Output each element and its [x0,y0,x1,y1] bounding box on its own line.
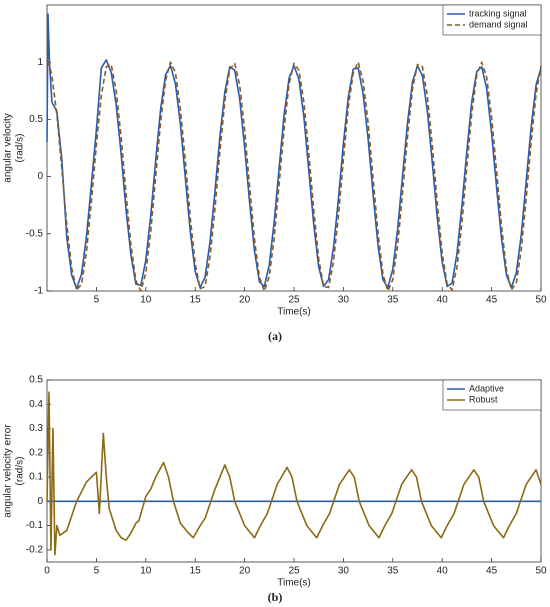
legend-label: Robust [469,394,498,404]
x-tick-label: 15 [190,566,202,577]
plot-area [46,379,542,563]
x-tick-label: 30 [338,566,350,577]
x-tick-label: 45 [486,295,498,306]
x-tick-label: 0 [44,566,50,577]
y-tick-label: 1 [37,57,43,68]
x-tick-label: 10 [140,566,152,577]
x-tick-label: 25 [288,295,300,306]
x-tick-label: 10 [140,295,152,306]
x-tick-label: 5 [94,566,100,577]
y-axis-label: angular velocity error [3,424,14,518]
data-line [47,61,542,292]
caption: (b) [268,590,283,604]
x-tick-label: 40 [437,295,449,306]
y-tick-label: 0.1 [29,472,43,483]
y-axis-label: (rad/s) [15,134,26,163]
x-tick-label: 15 [190,295,202,306]
x-tick-label: 40 [437,566,449,577]
y-tick-label: 0.2 [29,447,43,458]
y-axis-label: angular velocity [3,113,14,182]
x-tick-label: 25 [288,566,300,577]
x-tick-label: 35 [387,295,399,306]
y-tick-label: -1 [34,286,43,297]
y-tick-label: 0.4 [29,399,43,410]
legend-label: tracking signal [469,8,527,18]
x-tick-label: 30 [338,295,350,306]
x-tick-label: 50 [535,566,547,577]
x-tick-label: 5 [94,295,100,306]
x-tick-label: 20 [239,295,251,306]
x-axis-label: Time(s) [277,578,311,589]
legend-box [442,379,542,411]
y-axis-label: (rad/s) [15,457,26,486]
x-axis-label: Time(s) [277,307,311,318]
y-tick-label: -0.5 [26,228,44,239]
data-line [46,13,542,290]
data-line [46,391,542,556]
y-tick-label: 0.5 [29,375,43,386]
legend-box [442,4,542,36]
x-tick-label: 20 [239,566,251,577]
y-tick-label: 0 [37,171,43,182]
y-tick-label: 0.5 [29,114,43,125]
caption: (a) [268,329,282,343]
y-tick-label: -0.1 [26,520,44,531]
y-tick-label: -0.2 [26,545,44,556]
y-tick-label: 0 [37,496,43,507]
x-tick-label: 45 [486,566,498,577]
legend-label: Adaptive [469,383,504,393]
y-tick-label: 0.3 [29,423,43,434]
legend-label: demand signal [469,19,528,29]
x-tick-label: 35 [387,566,399,577]
x-tick-label: 50 [535,295,547,306]
